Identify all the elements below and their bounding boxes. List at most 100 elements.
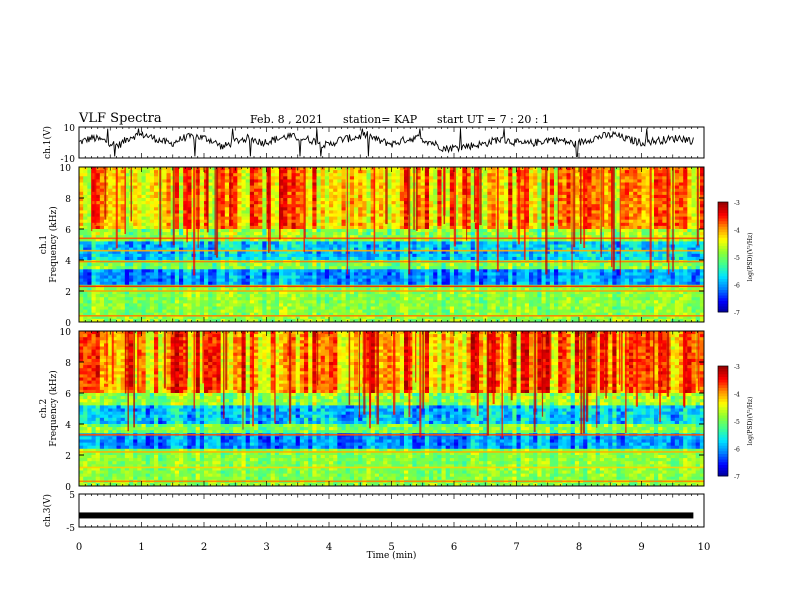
- ch2-spectrogram-colorbar-frame: [717, 365, 729, 477]
- ch2-spectrogram-ytick-label: 2: [65, 452, 71, 462]
- ch1-spectrogram-colorbar-cell: [718, 284, 728, 288]
- ch1-spectrogram-colorbar-cell: [718, 224, 728, 228]
- ch1-spectrogram-colorbar-cell: [718, 202, 728, 206]
- ch2-spectrogram-colorbar-cell: [718, 407, 728, 411]
- ch1-spectrogram-ylabel: ch.1Frequency (kHz): [39, 206, 59, 283]
- ch1-spectrogram-colorbar-tick: -3: [734, 200, 740, 207]
- ch1-spectrogram-colorbar-cell: [718, 248, 728, 252]
- x-tick-label: 7: [513, 542, 519, 553]
- ch1-spectrogram-colorbar-label: log(PSD)(V²/Hz): [747, 233, 754, 282]
- ch1-spectrogram-colorbar-cell: [718, 276, 728, 280]
- ch2-spectrogram-colorbar-cell: [718, 368, 728, 372]
- ch2-spectrogram-colorbar-cell: [718, 388, 728, 392]
- ch1-spectrogram-colorbar-cell: [718, 232, 728, 236]
- ch2-spectrogram-colorbar-tick: -5: [734, 419, 740, 426]
- ch1-spectrogram-colorbar-cell: [718, 295, 728, 299]
- ch2-spectrogram-colorbar-cell: [718, 404, 728, 408]
- ch1-waveform-line: [78, 128, 694, 157]
- ch2-spectrogram-colorbar-label: log(PSD)(V²/Hz): [747, 397, 754, 446]
- ch1-spectrogram-colorbar-cell: [718, 229, 728, 233]
- x-tick-label: 6: [451, 542, 457, 553]
- ch1-spectrogram-colorbar-cell: [718, 243, 728, 247]
- ch2-spectrogram-colorbar-cell: [718, 399, 728, 403]
- x-tick-label: 5: [388, 542, 394, 553]
- ch2-spectrogram-colorbar-cell: [718, 390, 728, 394]
- ch2-spectrogram-colorbar-cell: [718, 377, 728, 381]
- x-tick-label: 1: [138, 542, 144, 553]
- ch2-spectrogram-colorbar-cell: [718, 451, 728, 455]
- ch1-spectrogram-colorbar-cell: [718, 259, 728, 263]
- ch1-spectrogram-colorbar-cell: [718, 235, 728, 239]
- ch2-spectrogram-colorbar-cell: [718, 462, 728, 466]
- ch1-spectrogram-ytick-label: 10: [60, 164, 72, 174]
- ch1-spectrogram-colorbar-cell: [718, 303, 728, 307]
- ch2-spectrogram-colorbar-cell: [718, 374, 728, 378]
- ch1-spectrogram-colorbar-cell: [718, 270, 728, 274]
- x-tick-label: 10: [698, 542, 711, 553]
- ch1-spectrogram-colorbar-cell: [718, 213, 728, 217]
- ch2-spectrogram-colorbar-cell: [718, 426, 728, 430]
- ch2-spectrogram-ytick-label: 6: [65, 390, 71, 400]
- ch2-spectrogram-colorbar-cell: [718, 467, 728, 471]
- ch1-spectrogram-colorbar-cell: [718, 251, 728, 255]
- ch2-spectrogram-colorbar-cell: [718, 454, 728, 458]
- ch1-ylabel: ch.1(V): [42, 126, 53, 159]
- ch2-spectrogram-colorbar-cell: [718, 382, 728, 386]
- ch2-spectrogram-colorbar-cell: [718, 410, 728, 414]
- ch2-spectrogram-ytick-label: 4: [65, 421, 71, 431]
- ch2-spectrogram-colorbar-cell: [718, 465, 728, 469]
- ch3-ylabel: ch.3(V): [42, 494, 53, 527]
- ch2-spectrogram-ytick-label: 0: [65, 483, 71, 493]
- ch1-spectrogram-colorbar-tick: -5: [734, 255, 740, 262]
- ch2-spectrogram-colorbar-cell: [718, 459, 728, 463]
- ch1-spectrogram-colorbar-cell: [718, 207, 728, 211]
- ch2-spectrogram-colorbar-cell: [718, 429, 728, 433]
- ch1-spectrogram-ytick-label: 2: [65, 288, 71, 298]
- ch2-spectrogram-colorbar-cell: [718, 473, 728, 477]
- ch1-spectrogram-colorbar-frame: [717, 201, 729, 313]
- ch1-spectrogram-colorbar-cell: [718, 218, 728, 222]
- ch2-spectrogram-colorbar-cell: [718, 401, 728, 405]
- ch2-spectrogram-colorbar-cell: [718, 456, 728, 460]
- x-tick-label: 4: [326, 542, 332, 553]
- ch1-spectrogram-colorbar-cell: [718, 215, 728, 219]
- ch2-spectrogram-colorbar-tick: -3: [734, 364, 740, 371]
- ch2-spectrogram-colorbar-cell: [718, 415, 728, 419]
- ch2-spectrogram-ytick-label: 8: [65, 359, 71, 369]
- ch2-spectrogram-colorbar-cell: [718, 470, 728, 474]
- ch2-spectrogram-colorbar-cell: [718, 445, 728, 449]
- x-tick-label: 8: [576, 542, 582, 553]
- ch2-spectrogram-colorbar-cell: [718, 396, 728, 400]
- ch1-spectrogram-colorbar-cell: [718, 309, 728, 313]
- ch2-spectrogram-colorbar-cell: [718, 393, 728, 397]
- ch1-spectrogram-colorbar-cell: [718, 292, 728, 296]
- ch1-spectrogram-colorbar-cell: [718, 287, 728, 291]
- ch2-spectrogram-colorbar-cell: [718, 371, 728, 375]
- ch1-spectrogram-colorbar-cell: [718, 268, 728, 272]
- ch1-spectrogram-ytick-label: 6: [65, 226, 71, 236]
- station-label: station= KAP: [343, 113, 418, 126]
- start-time-label: start UT = 7 : 20 : 1: [437, 113, 550, 126]
- ch2-spectrogram-colorbar-cell: [718, 421, 728, 425]
- ch2-spectrogram-heatmap: [79, 331, 705, 487]
- ch2-spectrogram-colorbar-cell: [718, 448, 728, 452]
- ch2-spectrogram-colorbar-cell: [718, 423, 728, 427]
- ch1-spectrogram-colorbar-cell: [718, 279, 728, 283]
- date-label: Feb. 8 , 2021: [250, 113, 324, 126]
- ch1-spectrogram-colorbar-cell: [718, 290, 728, 294]
- ch1-spectrogram-ytick-label: 4: [65, 257, 71, 267]
- ch1-spectrogram-colorbar-cell: [718, 246, 728, 250]
- ch1-spectrogram-colorbar-cell: [718, 273, 728, 277]
- ch1-spectrogram-colorbar-cell: [718, 257, 728, 261]
- ch2-spectrogram-ylabel: ch.2Frequency (kHz): [39, 370, 59, 447]
- ch1-spectrogram-colorbar-cell: [718, 262, 728, 266]
- ch3-waveform-band: [79, 512, 694, 519]
- x-tick-label: 2: [201, 542, 207, 553]
- ch1-spectrogram-colorbar-cell: [718, 237, 728, 241]
- chart-title: VLF Spectra: [79, 111, 162, 126]
- ch3-ytick-label: 5: [69, 491, 75, 501]
- ch2-spectrogram-colorbar-cell: [718, 443, 728, 447]
- ch1-spectrogram-ytick-label: 8: [65, 195, 71, 205]
- ch1-spectrogram-colorbar-cell: [718, 254, 728, 258]
